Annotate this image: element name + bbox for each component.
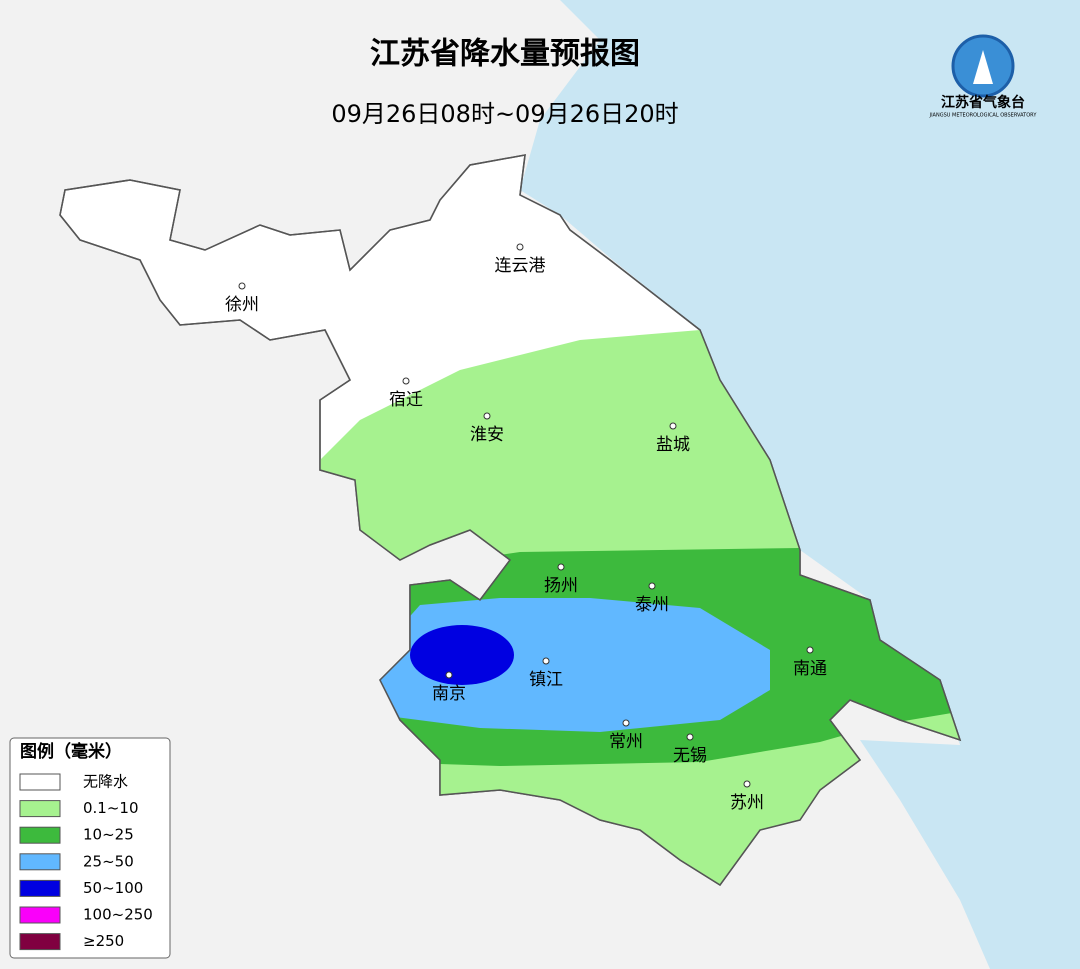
legend-label: 无降水 (83, 773, 128, 791)
city-label: 盐城 (656, 435, 690, 455)
city-dot (622, 719, 630, 727)
city-label: 南通 (793, 659, 827, 679)
city-label: 南京 (432, 684, 466, 704)
city-dot (542, 657, 550, 665)
city-dot (648, 582, 656, 590)
legend-box (9, 737, 171, 959)
legend-label: ≥250 (83, 932, 124, 950)
sea (520, 0, 1080, 969)
logo-subtitle: JIANGSU METEOROLOGICAL OBSERVATORY (929, 113, 1038, 119)
city-dot (669, 422, 677, 430)
legend-swatch (19, 879, 61, 897)
city-label: 连云港 (495, 256, 546, 276)
legend-swatch (19, 906, 61, 924)
logo-tower (973, 50, 993, 84)
legend-label: 10~25 (83, 826, 134, 844)
city-label: 宿迁 (389, 390, 423, 410)
title: 江苏省降水量预报图 (370, 37, 640, 72)
city-dot (806, 646, 814, 654)
legend-label: 25~50 (83, 852, 134, 870)
city-dot (686, 733, 694, 741)
legend: 无降水 0.1~10 10~25 25~50 50~100 100~250 ≥250 (19, 773, 153, 951)
city-dot (402, 377, 410, 385)
city-dot (445, 671, 453, 679)
city-dot (238, 282, 246, 290)
city-label: 泰州 (635, 595, 669, 615)
city-label: 苏州 (730, 793, 764, 813)
city-label: 扬州 (544, 576, 578, 596)
legend-swatch (19, 933, 61, 951)
subtitle: 09月26日08时~09月26日20时 (331, 100, 678, 128)
legend-label: 50~100 (83, 879, 143, 897)
city-dot (743, 780, 751, 788)
cities: 连云港徐州宿迁淮安盐城扬州泰州南通镇江南京常州无锡苏州 (225, 243, 827, 813)
legend-swatch (19, 800, 61, 818)
city-label: 徐州 (225, 295, 259, 315)
legend-swatch (19, 773, 61, 791)
legend-swatch (19, 853, 61, 871)
city-dot (516, 243, 524, 251)
city-label: 淮安 (470, 425, 504, 445)
legend-label: 0.1~10 (83, 799, 139, 817)
legend-swatch (19, 826, 61, 844)
city-dot (557, 563, 565, 571)
legend-title: 图例（毫米） (20, 741, 122, 762)
city-label: 常州 (609, 732, 643, 752)
band-darkblue (410, 625, 514, 685)
legend-label: 100~250 (83, 906, 153, 924)
logo-name: 江苏省气象台 (941, 94, 1025, 111)
city-label: 无锡 (673, 746, 707, 766)
city-label: 镇江 (529, 670, 563, 690)
city-dot (483, 412, 491, 420)
